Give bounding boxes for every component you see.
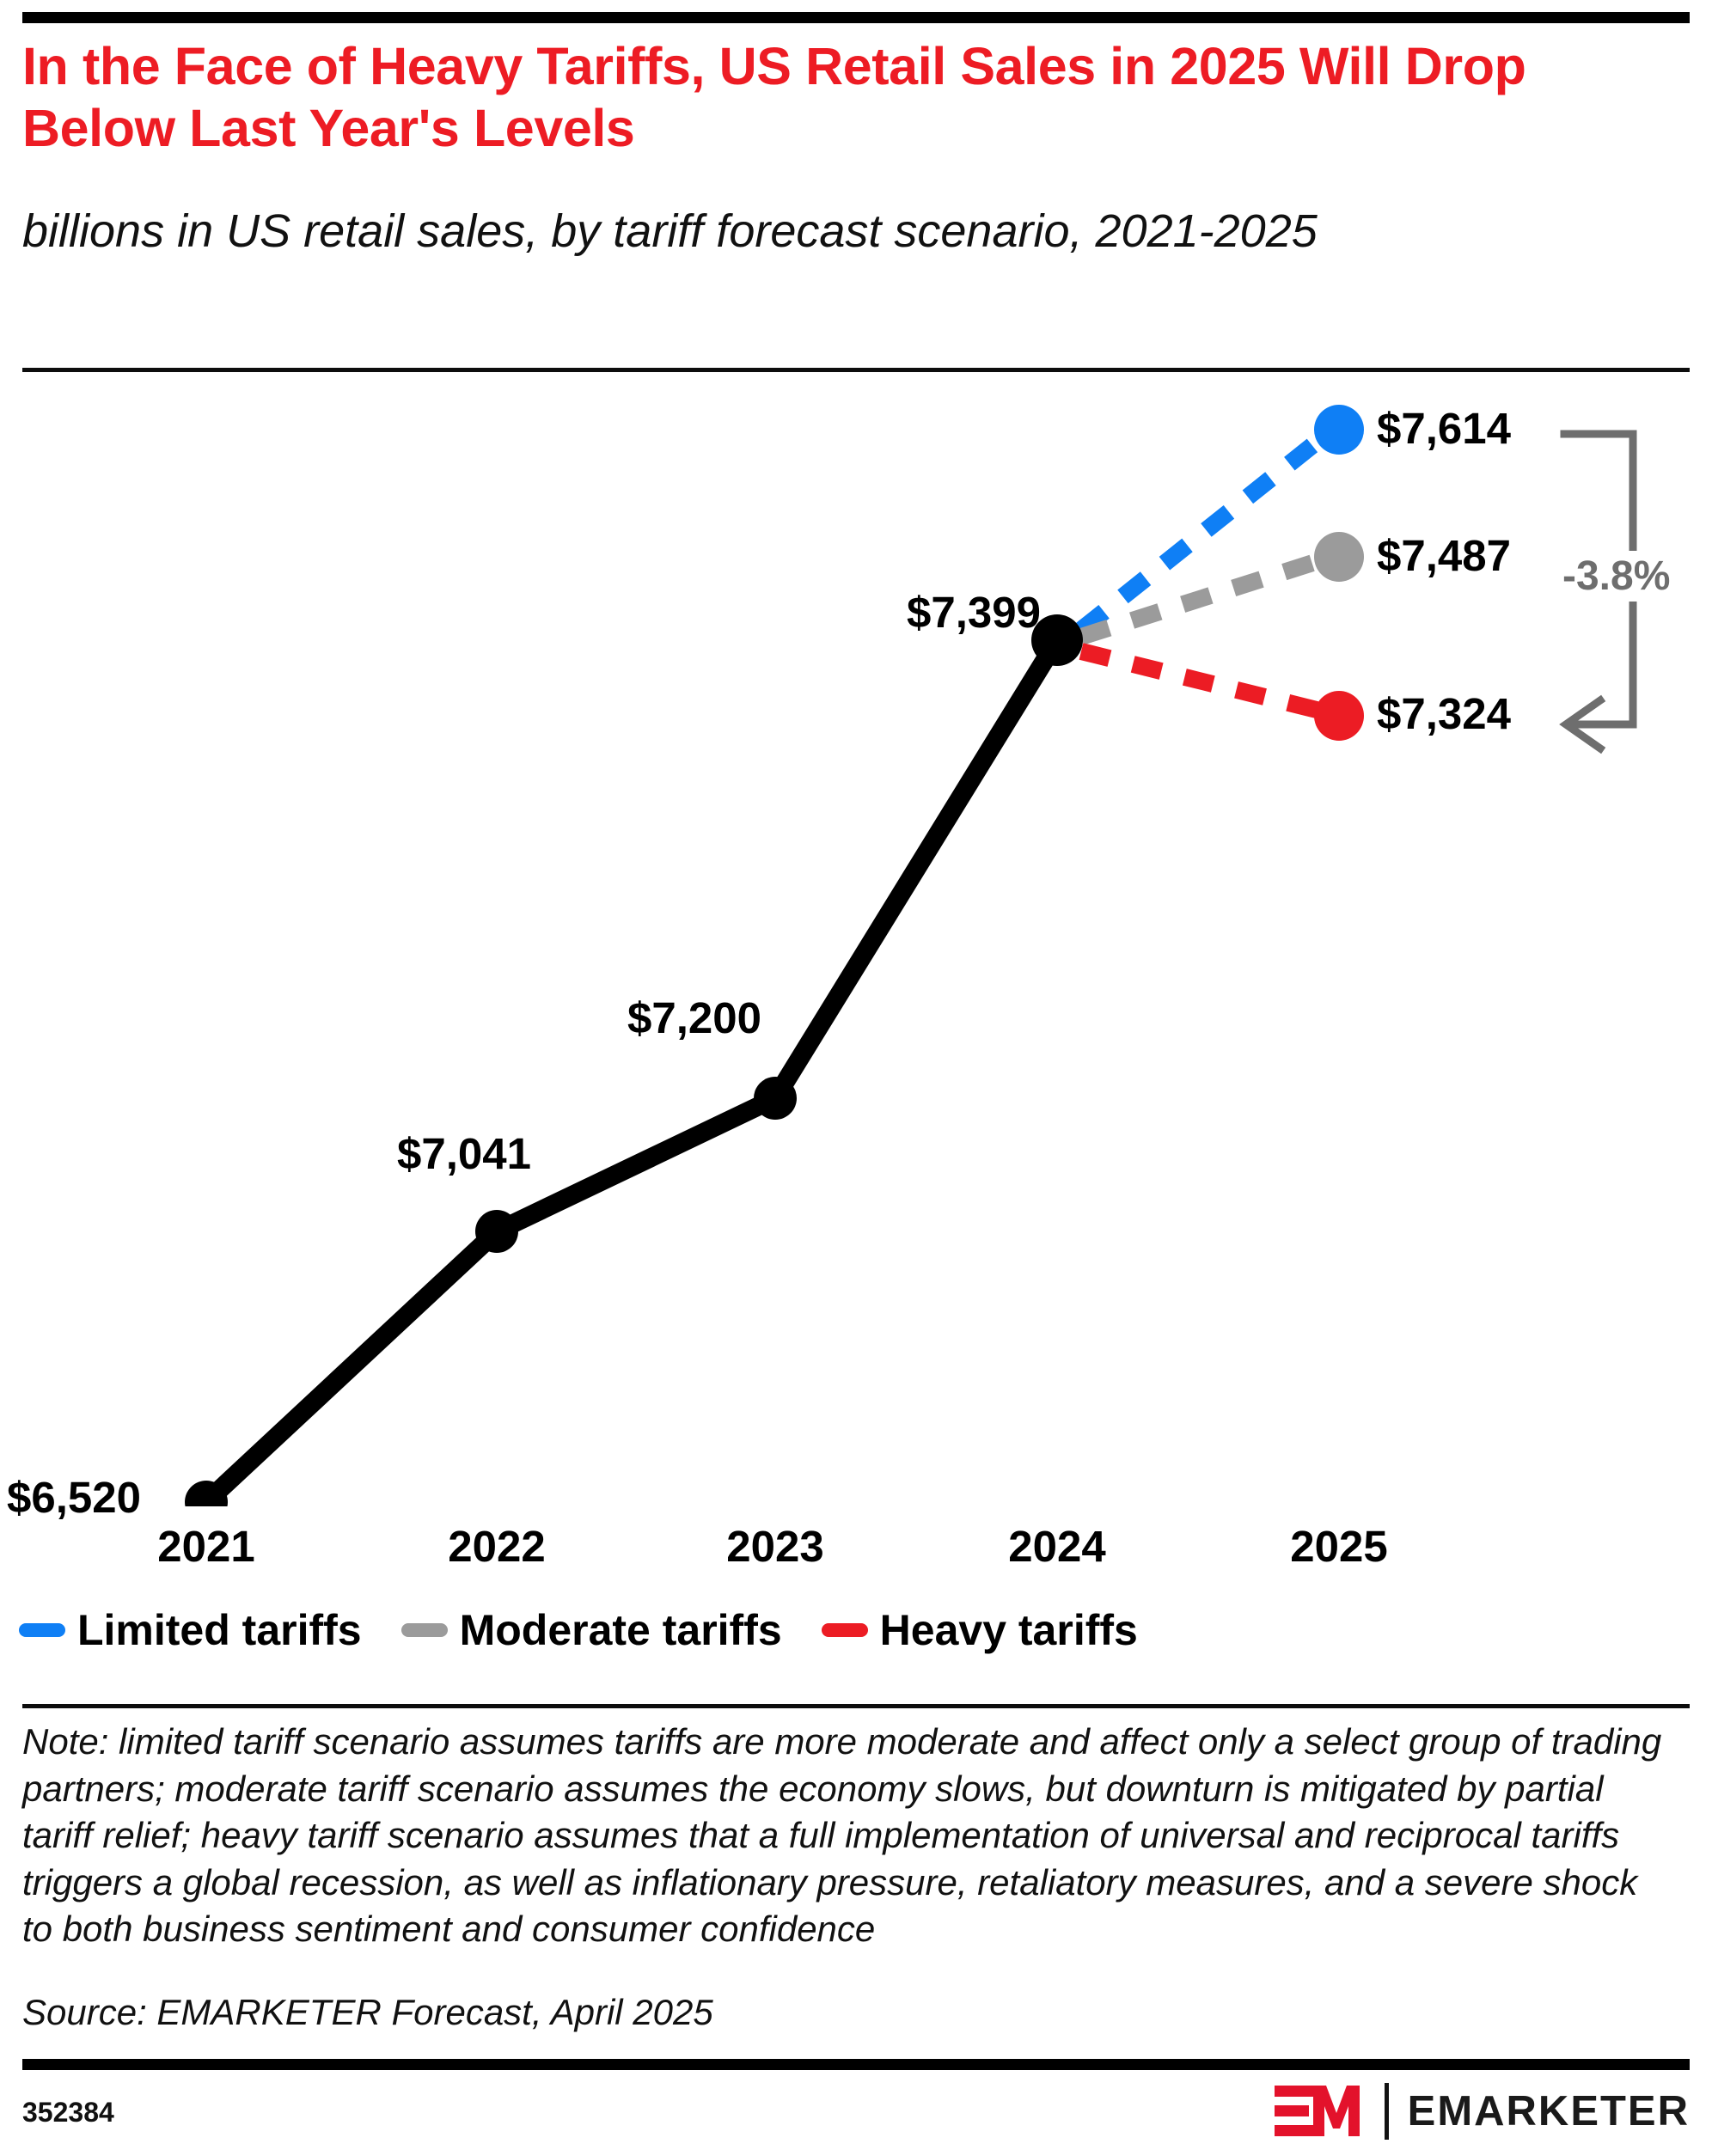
legend-item-limited[interactable]: Limited tariffs [19,1605,362,1655]
label-limited-2025: $7,614 [1377,404,1511,453]
xtick-2025: 2025 [1290,1522,1388,1571]
label-2022: $7,041 [397,1129,531,1178]
bottom-rule [22,2059,1690,2070]
point-2024 [1031,614,1083,666]
legend-label-moderate: Moderate tariffs [459,1606,782,1654]
legend-swatch-moderate-icon [400,1623,448,1637]
point-moderate-2025 [1314,532,1364,582]
page-title: In the Face of Heavy Tariffs, US Retail … [22,37,1526,157]
xtick-2024: 2024 [1008,1522,1106,1571]
xtick-2021: 2021 [157,1522,255,1571]
point-2021 [185,1481,228,1506]
source-text: Source: EMARKETER Forecast, April 2025 [22,1992,713,2032]
x-axis: 2021 2022 2023 2024 2025 [0,1521,1712,1581]
series-heavy-line [1079,643,1326,720]
brand-divider [1384,2083,1389,2140]
point-2023 [754,1077,797,1120]
point-limited-2025 [1314,405,1364,455]
legend-label-heavy: Heavy tariffs [879,1606,1138,1654]
label-2024: $7,399 [907,588,1041,637]
label-heavy-2025: $7,324 [1377,689,1511,738]
legend-swatch-heavy-icon [821,1623,868,1637]
series-moderate-line [1078,551,1327,645]
label-2023: $7,200 [627,993,761,1042]
header-divider [22,368,1690,372]
point-heavy-2025 [1314,691,1364,741]
page-subtitle: billions in US retail sales, by tariff f… [22,205,1318,257]
brand-name: EMARKETER [1407,2088,1690,2135]
chart-id: 352384 [22,2097,114,2128]
delta-label: -3.8% [1557,551,1676,602]
chart-canvas [185,405,1637,1506]
xtick-2022: 2022 [448,1522,546,1571]
em-logo-icon [1274,2086,1360,2136]
point-2022 [475,1210,518,1253]
legend-item-heavy[interactable]: Heavy tariffs [821,1605,1138,1655]
series-historical-line [197,631,1067,1506]
legend-label-limited: Limited tariffs [77,1606,362,1654]
chart-legend: Limited tariffs Moderate tariffs Heavy t… [19,1605,1138,1655]
legend-item-moderate[interactable]: Moderate tariffs [400,1605,782,1655]
label-moderate-2025: $7,487 [1377,531,1511,580]
legend-swatch-limited-icon [19,1623,65,1637]
label-2021: $6,520 [7,1473,141,1522]
xtick-2023: 2023 [726,1522,824,1571]
top-rule [22,12,1690,23]
line-chart: $6,520 $7,041 $7,200 $7,399 $7,614 $7,48… [0,372,1712,1522]
brand-lockup: EMARKETER [1274,2081,1690,2141]
note-divider [22,1704,1690,1708]
note-text: Note: limited tariff scenario assumes ta… [22,1721,1662,1950]
